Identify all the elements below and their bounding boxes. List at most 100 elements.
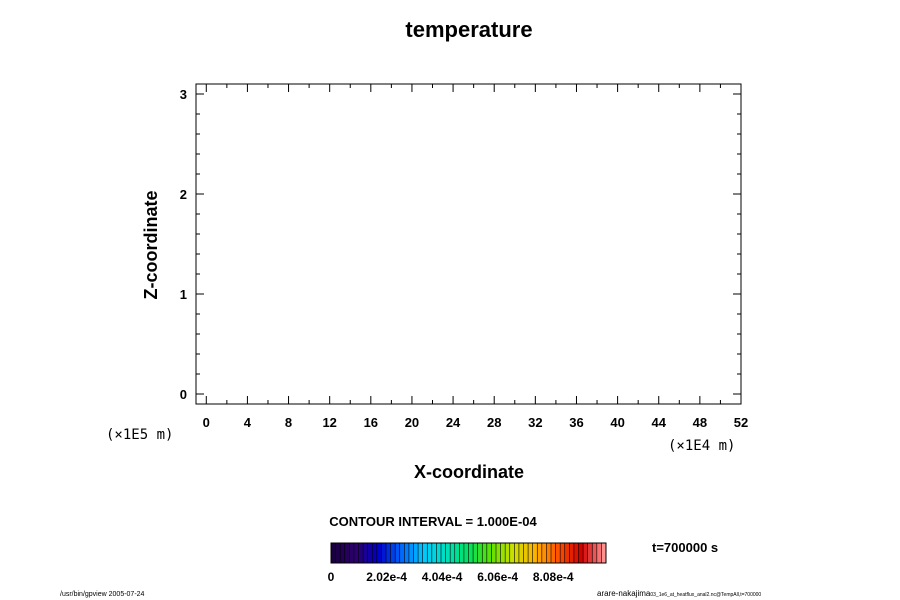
colorbar-bin xyxy=(532,543,538,563)
colorbar-bin xyxy=(436,543,442,563)
plot-frame xyxy=(195,83,742,405)
x-scale-label: (×1E4 m) xyxy=(668,438,735,454)
colorbar-bin xyxy=(578,543,584,563)
colorbar-bin xyxy=(496,543,501,563)
y-tick-labels: 0 1 2 3 xyxy=(180,87,187,402)
colorbar-bin xyxy=(592,543,598,563)
colorbar-bin xyxy=(560,543,566,563)
colorbar-bin xyxy=(450,543,456,563)
colorbar-bin xyxy=(468,543,474,563)
footer-right: arare-nakajima03_1e6_at_heatflux_anal2.n… xyxy=(597,589,761,598)
colorbar-bin xyxy=(413,543,419,563)
x-axis-label: X-coordinate xyxy=(414,462,524,482)
x-tick-label: 28 xyxy=(487,415,501,430)
x-tick-label: 52 xyxy=(734,415,748,430)
colorbar-bin xyxy=(583,543,588,563)
colorbar-tick-label: 6.06e-4 xyxy=(477,570,518,584)
colorbar-bin xyxy=(573,543,579,563)
colorbar-bin xyxy=(523,543,529,563)
colorbar-bin xyxy=(473,543,478,563)
colorbar-tick-label: 0 xyxy=(328,570,335,584)
colorbar-bin xyxy=(427,543,433,563)
colorbar-bin xyxy=(486,543,492,563)
colorbar-tick-label: 4.04e-4 xyxy=(422,570,463,584)
x-tick-label: 4 xyxy=(244,415,252,430)
colorbar-tick-label: 2.02e-4 xyxy=(366,570,407,584)
x-tick-labels: 0 4 8 12 16 20 24 28 32 36 40 44 48 52 xyxy=(203,415,749,430)
colorbar-bin xyxy=(408,543,414,563)
y-tick-label: 2 xyxy=(180,187,187,202)
axis-ticks xyxy=(196,84,742,404)
colorbar-bin xyxy=(441,543,446,563)
colorbar-bin xyxy=(353,543,359,563)
x-tick-label: 20 xyxy=(405,415,419,430)
x-tick-label: 24 xyxy=(446,415,461,430)
chart-title: temperature xyxy=(405,17,532,42)
colorbar-bin xyxy=(477,543,483,563)
colorbar xyxy=(330,543,607,563)
y-axis-label: Z-coordinate xyxy=(141,190,161,299)
x-tick-label: 16 xyxy=(364,415,378,430)
colorbar-bin xyxy=(445,543,451,563)
y-tick-label: 3 xyxy=(180,87,187,102)
colorbar-bin xyxy=(418,543,423,563)
colorbar-bin xyxy=(331,543,336,563)
colorbar-bin xyxy=(367,543,373,563)
colorbar-frame xyxy=(330,542,607,564)
colorbar-bin xyxy=(363,543,368,563)
colorbar-bin xyxy=(358,543,364,563)
colorbar-bin xyxy=(344,543,350,563)
colorbar-bin xyxy=(463,543,469,563)
x-tick-label: 36 xyxy=(569,415,583,430)
colorbar-bin xyxy=(395,543,401,563)
colorbar-bin xyxy=(518,543,524,563)
colorbar-bin xyxy=(509,543,515,563)
colorbar-bin xyxy=(340,543,346,563)
colorbar-bin xyxy=(541,543,547,563)
y-tick-label: 0 xyxy=(180,387,187,402)
colorbar-bin xyxy=(422,543,428,563)
x-tick-label: 8 xyxy=(285,415,292,430)
colorbar-bin xyxy=(372,543,378,563)
colorbar-bin xyxy=(404,543,410,563)
colorbar-bin xyxy=(587,543,593,563)
colorbar-bin xyxy=(601,543,607,563)
colorbar-bin xyxy=(537,543,543,563)
colorbar-bin xyxy=(546,543,552,563)
colorbar-bin xyxy=(482,543,488,563)
time-label: t=700000 s xyxy=(652,540,718,555)
y-tick-label: 1 xyxy=(180,287,187,302)
colorbar-bin xyxy=(399,543,405,563)
colorbar-bin xyxy=(386,543,391,563)
colorbar-bin xyxy=(349,543,355,563)
colorbar-bin xyxy=(335,543,341,563)
colorbar-bin xyxy=(564,543,570,563)
y-scale-label: (×1E5 m) xyxy=(106,427,173,443)
colorbar-bin xyxy=(390,543,396,563)
x-tick-label: 48 xyxy=(693,415,707,430)
colorbar-bin xyxy=(555,543,561,563)
x-tick-label: 0 xyxy=(203,415,210,430)
colorbar-bin xyxy=(505,543,511,563)
footer-left: /usr/bin/gpview 2005-07-24 xyxy=(60,591,145,598)
colorbar-bin xyxy=(596,543,602,563)
colorbar-bin xyxy=(376,543,382,563)
x-tick-label: 12 xyxy=(322,415,336,430)
colorbar-bin xyxy=(491,543,497,563)
colorbar-bin xyxy=(569,543,575,563)
colorbar-bin xyxy=(514,543,520,563)
colorbar-bin xyxy=(381,543,387,563)
colorbar-bin xyxy=(454,543,460,563)
colorbar-tick-labels: 0 2.02e-4 4.04e-4 6.06e-4 8.08e-4 xyxy=(328,570,574,584)
colorbar-bin xyxy=(551,543,556,563)
colorbar-bin xyxy=(528,543,533,563)
x-tick-label: 44 xyxy=(652,415,667,430)
colorbar-bin xyxy=(459,543,465,563)
colorbar-tick-label: 8.08e-4 xyxy=(533,570,574,584)
x-tick-label: 40 xyxy=(610,415,624,430)
contour-interval: CONTOUR INTERVAL = 1.000E-04 xyxy=(329,514,537,529)
colorbar-bin xyxy=(431,543,437,563)
x-tick-label: 32 xyxy=(528,415,542,430)
colorbar-bin xyxy=(500,543,506,563)
